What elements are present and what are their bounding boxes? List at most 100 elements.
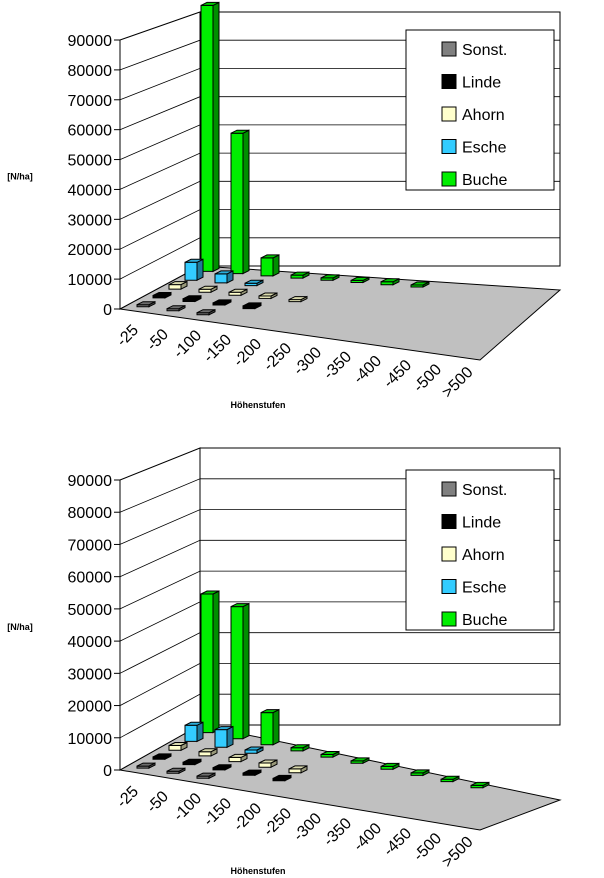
y-tick-label: 0 xyxy=(103,763,112,780)
bar-top xyxy=(182,295,202,300)
y-tick-label: 50000 xyxy=(68,602,113,619)
bar-sonst--50 xyxy=(166,767,186,775)
bar-top xyxy=(152,753,172,758)
bar-ahorn--50 xyxy=(198,285,218,294)
x-tick-label: -150 xyxy=(200,795,235,830)
bar-top xyxy=(410,769,430,774)
bar-ahorn--25 xyxy=(168,741,188,752)
bar-buche--50 xyxy=(230,602,250,740)
bar-front xyxy=(184,724,198,742)
bar-top xyxy=(214,726,234,731)
bar-top xyxy=(200,590,220,595)
x-axis-label: Höhenstufen xyxy=(231,400,286,410)
bar-esche--25 xyxy=(184,258,204,282)
bar-side xyxy=(196,258,204,282)
bar-top xyxy=(228,288,248,293)
bar-top xyxy=(166,305,186,310)
bar-sonst--25 xyxy=(136,300,156,308)
legend-swatch-esche xyxy=(441,139,457,154)
bar-buche--300 xyxy=(380,762,400,771)
bar-top xyxy=(212,764,232,769)
bar-buche--450 xyxy=(470,781,490,789)
bar-top xyxy=(198,285,218,290)
bar-esche--100 xyxy=(244,746,264,755)
bar-ahorn--25 xyxy=(168,280,188,290)
bar-buche--350 xyxy=(410,769,430,777)
bar-front xyxy=(230,606,244,740)
bar-esche--25 xyxy=(184,721,204,743)
y-tick-label: 10000 xyxy=(68,731,113,748)
x-tick-label: -250 xyxy=(260,805,295,840)
legend: Sonst. Linde Ahorn Esche Buche xyxy=(405,29,555,191)
y-tick-label: 70000 xyxy=(68,537,113,554)
bar-top xyxy=(184,721,204,726)
chart-2: 0 10000 20000 30000 40000 50000 60000 70000 8000… xyxy=(7,447,562,876)
x-tick-label: -450 xyxy=(380,825,415,860)
legend-label-ahorn: Ahorn xyxy=(462,107,505,124)
y-tick-label: 60000 xyxy=(68,123,113,140)
legend-label-esche: Esche xyxy=(462,580,507,597)
bar-buche--50 xyxy=(230,129,250,275)
bar-top xyxy=(320,751,340,755)
bar-top xyxy=(196,309,216,314)
bar-front xyxy=(260,712,274,746)
bar-esche--50 xyxy=(214,725,234,749)
bar-linde--150 xyxy=(242,302,262,310)
bar-top xyxy=(380,762,400,767)
bar-buche--200 xyxy=(320,750,340,758)
legend-swatch-buche xyxy=(441,171,457,187)
bar-top xyxy=(182,758,202,763)
x-tick-label: -200 xyxy=(230,800,265,835)
bar-ahorn--150 xyxy=(258,292,278,300)
bar-ahorn--200 xyxy=(288,295,308,303)
bar-buche--400 xyxy=(440,775,460,783)
bar-linde--100 xyxy=(212,299,232,306)
legend-label-linde: Linde xyxy=(462,75,501,92)
bar-linde--50 xyxy=(182,294,202,303)
legend-swatch-sonst xyxy=(441,41,457,57)
legend-label-sonst: Sonst. xyxy=(462,482,507,499)
bar-side xyxy=(242,602,250,740)
bar-top xyxy=(152,292,172,296)
bar-buche--100 xyxy=(260,708,280,746)
gridline xyxy=(119,209,560,250)
bar-top xyxy=(168,281,188,286)
y-tick-label: 30000 xyxy=(68,666,113,683)
bar-top xyxy=(242,302,262,307)
bar-buche--300 xyxy=(380,277,400,286)
y-tick-label: 40000 xyxy=(68,182,113,199)
bar-esche--100 xyxy=(244,279,264,287)
gridline xyxy=(119,693,560,739)
legend-label-ahorn: Ahorn xyxy=(462,547,505,564)
bar-buche--100 xyxy=(260,254,280,277)
bar-top xyxy=(136,762,156,767)
x-tick-label: -25 xyxy=(114,783,142,811)
bar-top xyxy=(136,301,156,306)
x-tick-label: >500 xyxy=(439,364,477,402)
bar-top xyxy=(198,748,218,753)
bar-side xyxy=(272,708,280,746)
bar-top xyxy=(260,709,280,714)
x-axis-label: Höhenstufen xyxy=(231,866,286,876)
bar-linde--25 xyxy=(152,753,172,761)
gridline xyxy=(119,237,560,280)
x-tick-label: -200 xyxy=(230,336,265,371)
bar-front xyxy=(228,756,242,763)
y-tick-label: 80000 xyxy=(68,505,113,522)
legend-box xyxy=(405,29,555,191)
x-tick-label: -400 xyxy=(350,820,385,855)
bar-ahorn--200 xyxy=(288,765,308,774)
legend-label-esche: Esche xyxy=(462,140,507,157)
bar-top xyxy=(288,296,308,301)
y-tick-label: 0 xyxy=(103,302,112,319)
bar-sonst--50 xyxy=(166,304,186,312)
legend-label-sonst: Sonst. xyxy=(462,42,507,59)
bar-front xyxy=(214,729,228,748)
bar-top xyxy=(166,767,186,772)
bar-top xyxy=(410,281,430,286)
bar-ahorn--150 xyxy=(258,759,278,769)
gridline xyxy=(119,632,560,674)
bar-esche--50 xyxy=(214,270,234,284)
bar-top xyxy=(244,279,264,284)
legend-swatch-ahorn xyxy=(441,106,457,122)
